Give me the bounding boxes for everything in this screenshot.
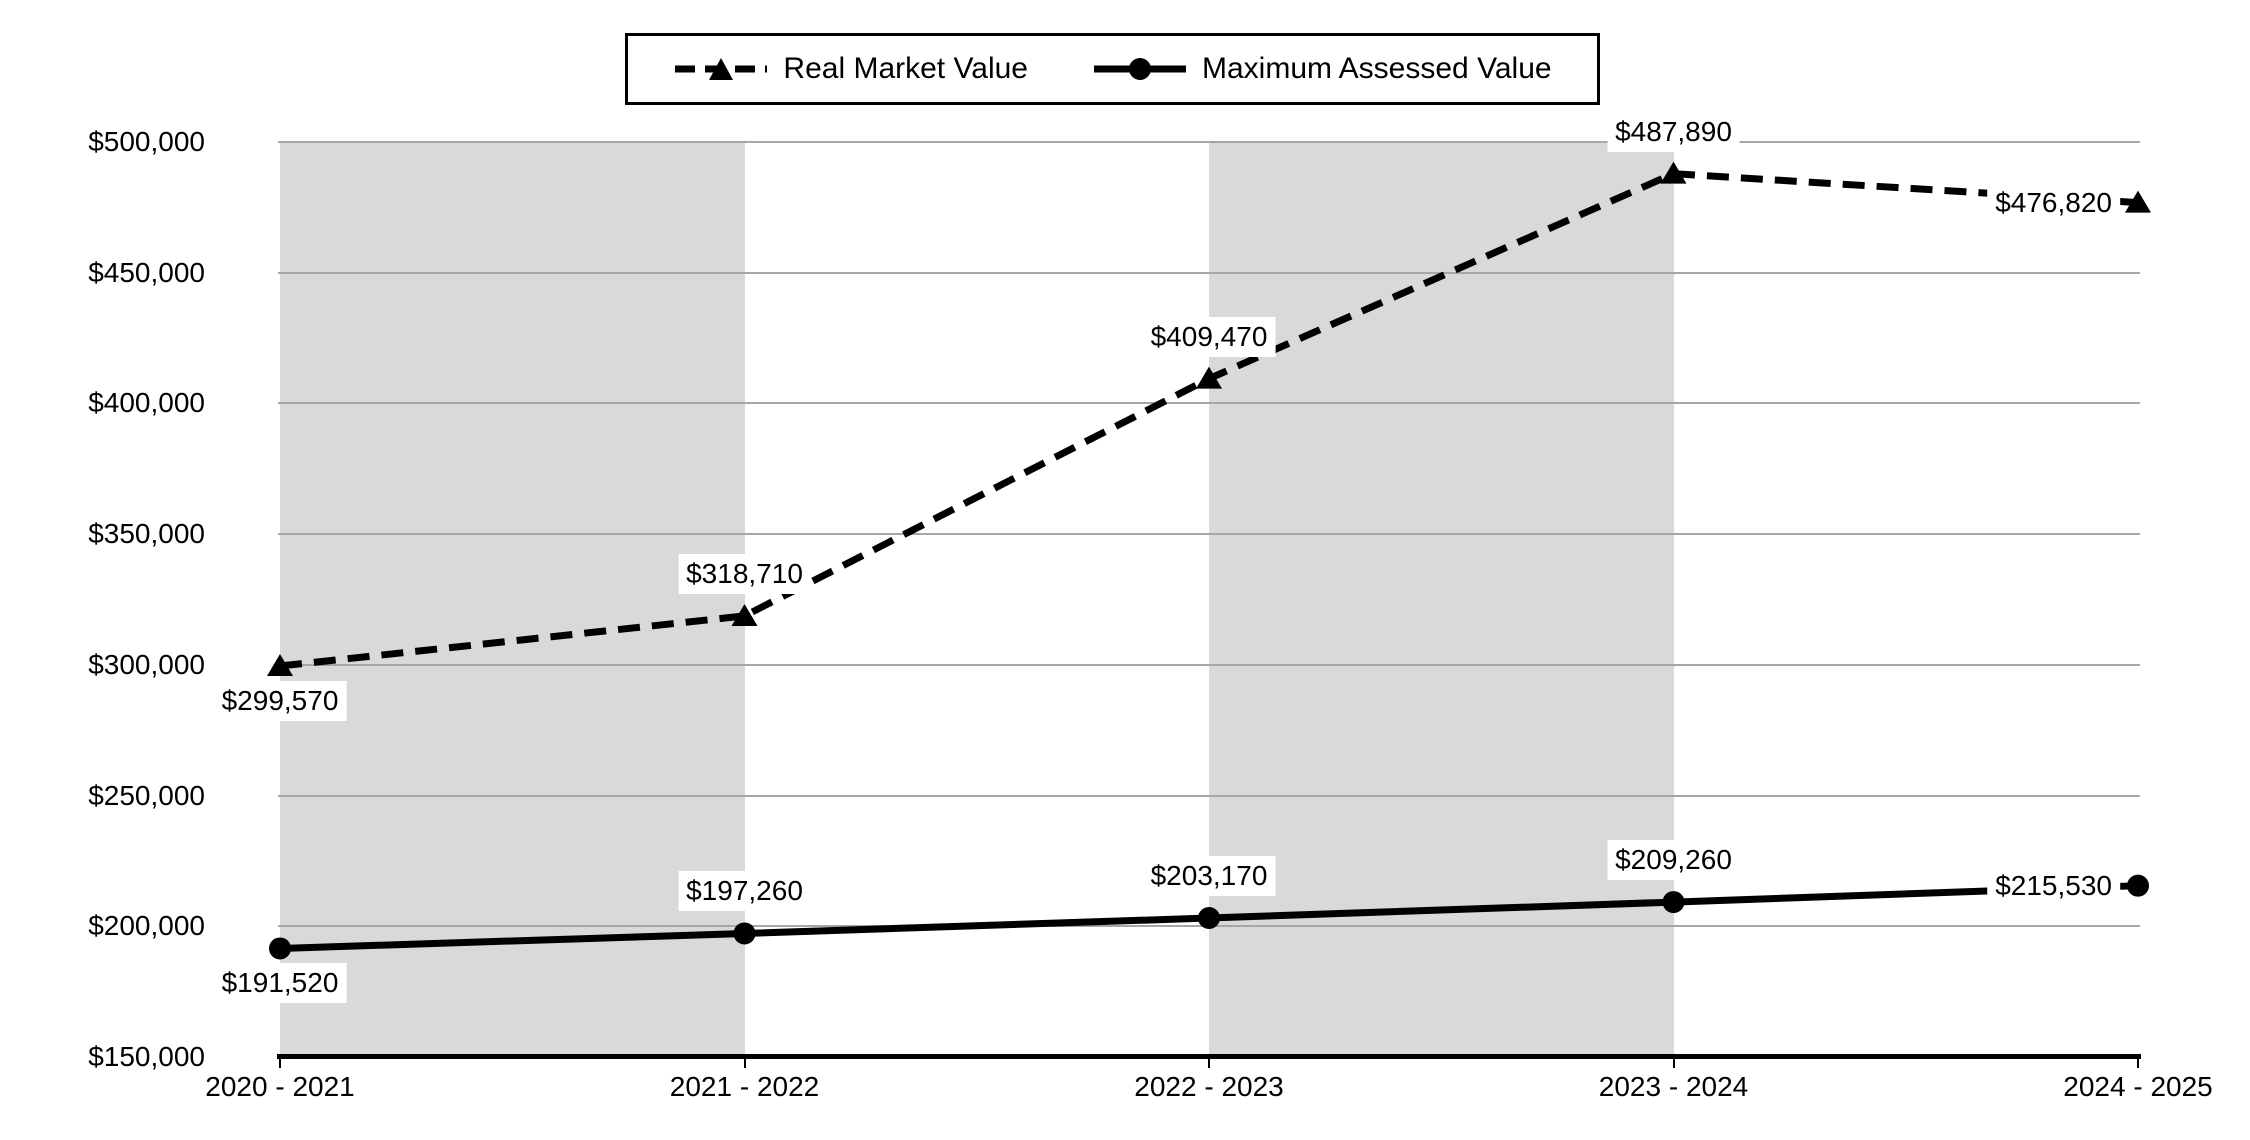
legend-entry-maximum-assessed-value: Maximum Assessed Value (1092, 52, 1552, 86)
y-axis-tick-label: $250,000 (88, 779, 205, 811)
legend: Real Market Value Maximum Assessed Value (625, 33, 1600, 105)
x-axis-tick-label: 2020 - 2021 (205, 1071, 355, 1102)
y-axis-tick-label: $200,000 (88, 910, 205, 942)
plot-band (280, 142, 745, 1057)
y-axis-tick-label: $400,000 (88, 387, 205, 419)
x-axis-tick-label: 2021 - 2022 (669, 1071, 820, 1102)
solid-line-circle-marker-icon (1093, 58, 1186, 80)
data-label: $209,260 (1607, 840, 1740, 881)
gridline (278, 663, 2140, 666)
marker-circle (2127, 874, 2149, 897)
x-axis-tick (2137, 1057, 2139, 1068)
x-axis-tick (743, 1057, 746, 1068)
x-axis-tick-label: 2024 - 2025 (2063, 1071, 2213, 1102)
legend-label-real-market-value: Real Market Value (783, 52, 1028, 85)
gridline (278, 271, 2140, 274)
y-axis-tick-label: $450,000 (88, 256, 205, 288)
gridline (278, 141, 2140, 143)
plot-band (1209, 142, 1674, 1057)
gridline (278, 402, 2140, 405)
y-axis-tick-label: $500,000 (88, 126, 205, 157)
data-label: $215,530 (1987, 865, 2120, 906)
y-axis-tick-label: $150,000 (88, 1041, 205, 1072)
gridline (278, 794, 2140, 797)
data-label: $191,520 (213, 963, 347, 1004)
x-axis-line (277, 1054, 2141, 1059)
x-axis-tick-label: 2022 - 2023 (1134, 1071, 1284, 1102)
x-axis-tick (1672, 1057, 1675, 1068)
data-label: $318,710 (678, 553, 811, 594)
legend-label-maximum-assessed-value: Maximum Assessed Value (1201, 52, 1552, 85)
data-label: $476,820 (1987, 182, 2120, 223)
dashed-line-triangle-marker-icon (675, 58, 768, 80)
y-axis-tick-label: $300,000 (88, 648, 205, 680)
x-axis-tick (1208, 1057, 1210, 1068)
x-axis-tick (279, 1057, 281, 1068)
y-axis-tick-label: $350,000 (88, 518, 205, 550)
gridline (278, 925, 2140, 928)
data-label: $409,470 (1142, 316, 1276, 357)
legend-entry-real-market-value: Real Market Value (673, 52, 1028, 86)
gridline (278, 533, 2140, 536)
marker-triangle (2125, 190, 2151, 213)
data-label: $299,570 (213, 680, 347, 721)
x-axis-tick-label: 2023 - 2024 (1598, 1071, 1749, 1102)
data-label: $487,890 (1607, 111, 1740, 152)
data-label: $197,260 (678, 871, 811, 912)
data-label: $203,170 (1142, 855, 1276, 896)
